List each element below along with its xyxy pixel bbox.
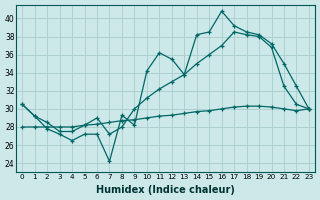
X-axis label: Humidex (Indice chaleur): Humidex (Indice chaleur) (96, 185, 235, 195)
